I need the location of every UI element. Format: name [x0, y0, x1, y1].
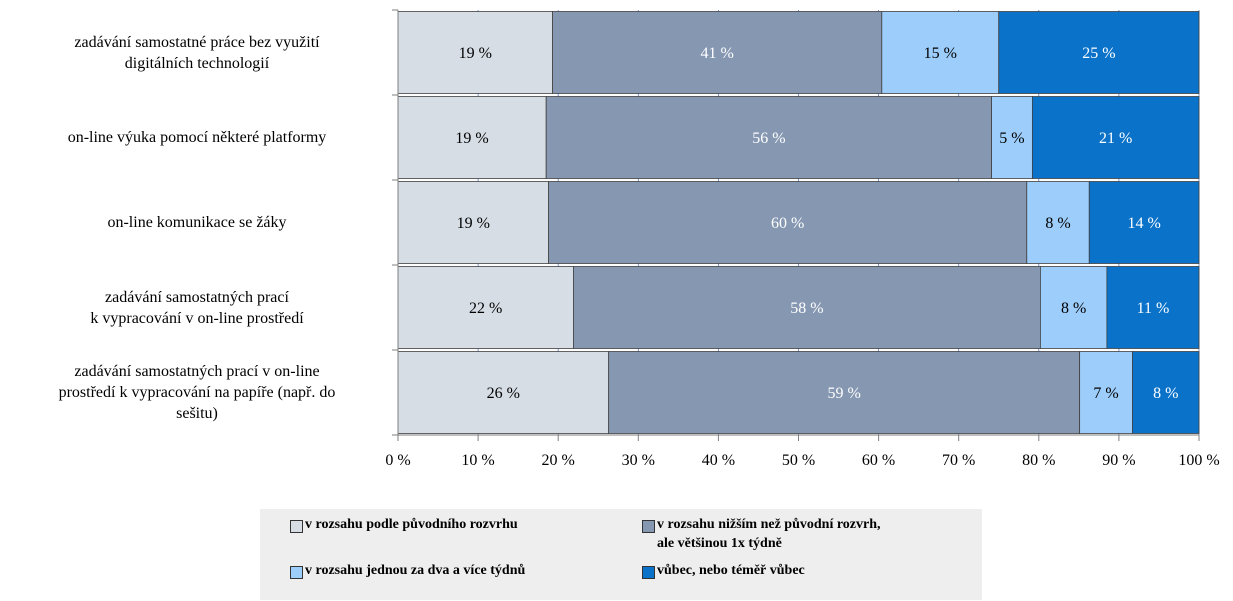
legend-label-series-2: v rozsahu nižším než původní rozvrh, ale… [657, 515, 881, 553]
x-tick-label-10: 10 % [461, 452, 494, 469]
bar-segment-c1-s1 [397, 11, 553, 94]
bar-segment-c1-s3 [881, 11, 1000, 94]
bar-segment-c4-s3 [1040, 266, 1108, 349]
bar-segment-c2-s1 [397, 96, 547, 179]
data-label-c4-s4: 11 % [1137, 300, 1170, 317]
data-label-c4-s1: 22 % [469, 300, 502, 317]
data-label-c1-s2: 41 % [701, 45, 734, 62]
category-label-4-line-1: zadávání samostatných prací [105, 288, 289, 306]
bar-segment-c5-s2 [608, 351, 1081, 434]
x-tick-label-0: 0 % [385, 452, 410, 469]
category-label-2: on-line výuka pomocí některé platformy [2, 127, 392, 148]
x-tick-label-90: 90 % [1102, 452, 1135, 469]
bar-segment-c4-s4 [1106, 266, 1200, 349]
data-label-c1-s3: 15 % [924, 45, 957, 62]
x-tick-label-70: 70 % [942, 452, 975, 469]
category-label-3-line-1: on-line komunikace se žáky [107, 214, 287, 231]
data-label-c5-s4: 8 % [1153, 385, 1178, 402]
category-label-5: zadávání samostatných prací v on-line pro… [2, 361, 392, 424]
bar-segment-c3-s1 [397, 181, 549, 264]
data-label-c3-s1: 19 % [457, 215, 490, 232]
legend-swatch-series-1 [290, 520, 303, 533]
category-label-1-line-2: digitálních technologií [124, 54, 270, 72]
bar-segment-c2-s2 [545, 96, 992, 179]
data-label-c2-s1: 19 % [455, 130, 488, 147]
category-label-4-line-2: k vypracování v on-line prostředí [90, 309, 304, 327]
bar-segment-c3-s3 [1026, 181, 1090, 264]
legend-label-series-3: v rozsahu jednou za dva a více týdnů [305, 563, 526, 578]
legend-swatch-series-2 [642, 520, 655, 533]
bar-segment-c4-s1 [397, 266, 574, 349]
legend-swatch-series-3 [290, 566, 303, 579]
category-label-4: zadávání samostatných prací k vypracování… [2, 287, 392, 329]
data-label-c2-s3: 5 % [999, 130, 1024, 147]
data-label-c5-s1: 26 % [487, 385, 520, 402]
bar-segment-c3-s2 [548, 181, 1028, 264]
legend-label-series-1: v rozsahu podle původního rozvrhu [305, 517, 518, 532]
data-label-c2-s2: 56 % [752, 130, 785, 147]
legend-label-series-2-line2: ale většinou 1x týdně [657, 536, 782, 551]
x-tick-label-80: 80 % [1022, 452, 1055, 469]
x-tick-label-100: 100 % [1178, 452, 1219, 469]
legend: v rozsahu podle původního rozvrhu v rozs… [260, 509, 982, 600]
x-tick-label-30: 30 % [622, 452, 655, 469]
category-label-5-line-3: sešitu) [176, 405, 218, 422]
data-label-c3-s4: 14 % [1127, 215, 1160, 232]
category-label-3: on-line komunikace se žáky [2, 212, 392, 233]
legend-swatch-series-4 [642, 566, 655, 579]
data-label-c4-s3: 8 % [1061, 300, 1086, 317]
data-label-c3-s3: 8 % [1045, 215, 1070, 232]
bar-segment-c2-s4 [1031, 96, 1200, 179]
bar-segment-c1-s4 [998, 11, 1200, 94]
bar-segment-c2-s3 [991, 96, 1033, 179]
category-label-2-line-1: on-line výuka pomocí některé platformy [67, 129, 327, 146]
legend-label-series-4: vůbec, nebo téměř vůbec [657, 563, 805, 578]
x-tick-label-50: 50 % [782, 452, 815, 469]
data-label-c2-s4: 21 % [1099, 130, 1132, 147]
data-label-c5-s3: 7 % [1093, 385, 1118, 402]
data-label-c3-s2: 60 % [771, 215, 804, 232]
bar-segment-c1-s2 [552, 11, 883, 94]
x-tick-label-60: 60 % [862, 452, 895, 469]
data-label-c5-s2: 59 % [827, 385, 860, 402]
data-label-c1-s1: 19 % [459, 45, 492, 62]
category-label-1: zadávání samostatné práce bez využití dig… [2, 32, 392, 74]
legend-label-series-2-line1: v rozsahu nižším než původní rozvrh, [657, 517, 881, 532]
category-label-5-line-1: zadávání samostatných prací v on-line [74, 363, 320, 380]
category-label-5-line-2: prostředí k vypracování na papíře (např.… [58, 384, 336, 401]
bar-segment-c5-s3 [1079, 351, 1133, 434]
bar-segment-c4-s2 [573, 266, 1041, 349]
bar-segment-c5-s1 [397, 351, 610, 434]
bar-segment-c5-s4 [1132, 351, 1200, 434]
x-tick-label-40: 40 % [702, 452, 735, 469]
bar-segment-c3-s4 [1088, 181, 1200, 264]
data-label-c1-s4: 25 % [1082, 45, 1115, 62]
category-label-1-line-1: zadávání samostatné práce bez využití [74, 33, 320, 51]
data-label-c4-s2: 58 % [790, 300, 823, 317]
x-tick-label-20: 20 % [542, 452, 575, 469]
